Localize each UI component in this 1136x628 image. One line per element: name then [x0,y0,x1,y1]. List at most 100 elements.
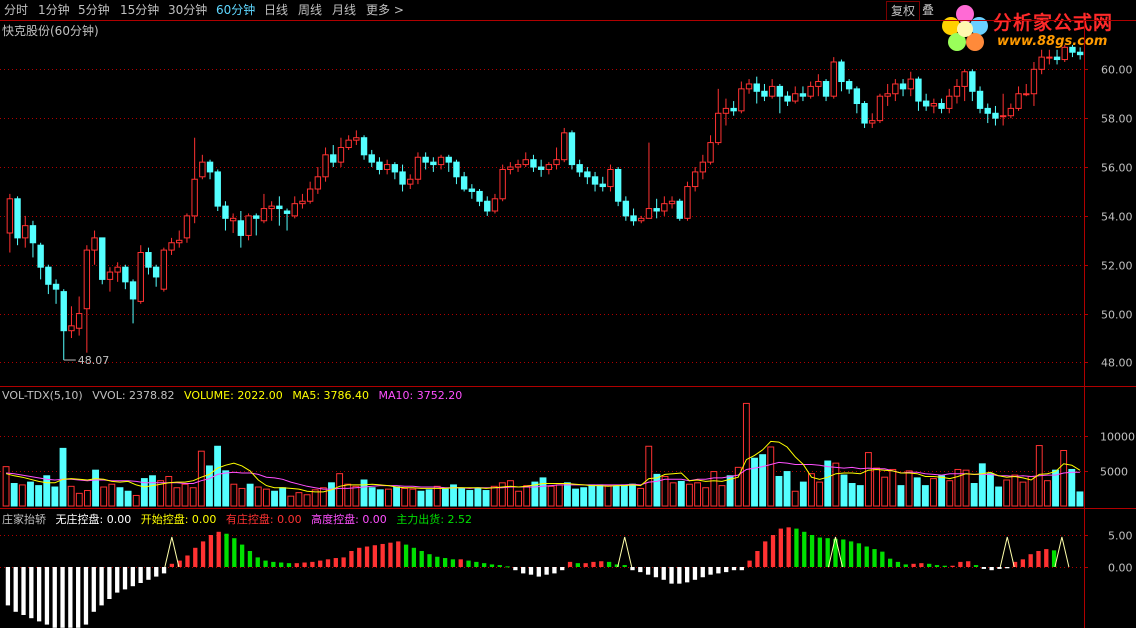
indicator-bar [154,567,159,577]
candle-body [984,107,991,114]
candle-body [6,198,14,234]
volume-bar [303,494,311,507]
candle-body [22,225,29,239]
candle-body [607,168,614,188]
period-tab[interactable]: 分时 [4,3,29,17]
indicator-bar [169,563,175,567]
volume-bar [588,484,596,507]
signal-peak-line [617,536,633,568]
candle-body [299,200,306,205]
period-tab[interactable]: 15分钟 [120,3,160,17]
indicator-bar [848,541,854,567]
indicator-bar [185,555,190,567]
indicator-bar [419,551,424,567]
candle-body [969,71,976,92]
period-tab[interactable]: 更多 > [366,3,404,17]
candle-body [75,313,83,329]
volume-legend: VOL-TDX(5,10) VVOL: 2378.82 VOLUME: 2022… [2,389,468,402]
volume-bar [417,490,425,507]
indicator-bar [989,567,994,571]
candle-body [1030,68,1038,95]
volume-bar [759,454,767,507]
overlay-button[interactable]: 叠 [922,3,935,17]
volume-bar [881,476,889,507]
candle-body [152,266,160,278]
candle-body [638,217,645,222]
volume-value-legend: VOLUME: 2022.00 [184,389,283,402]
period-tab[interactable]: 5分钟 [78,3,110,17]
volume-bar [246,483,254,507]
volume-bar [1003,479,1011,507]
volume-bar [889,468,897,507]
candle-body [445,156,452,163]
indicator-legend: 庄家抬轿 无庄控盘: 0.00 开始控盘: 0.00 有庄控盘: 0.00 高度… [2,511,478,527]
candle-body [907,78,914,90]
has-control-legend: 有庄控盘: 0.00 [225,513,302,526]
volume-bar [384,488,392,507]
ma5-line [5,440,1081,493]
candle-body [60,291,67,332]
candle-body [522,159,529,166]
candle-body [376,161,383,170]
volume-bar [954,468,962,507]
period-tab[interactable]: 日线 [264,3,289,17]
indicator-bar [372,545,377,567]
volume-bar [425,489,433,507]
candle-body [738,88,745,112]
candle-body [407,178,414,185]
volume-bar [897,485,905,507]
volume-bar [360,479,368,507]
volume-bar [694,482,702,507]
period-toolbar: 分时 1分钟 5分钟 15分钟 30分钟 60分钟 日线 周线 月线 更多 > [0,0,1136,20]
candle-body [283,210,291,214]
indicator-bar [794,528,799,567]
candle-body [422,156,429,163]
indicator-bar [279,562,284,567]
indicator-bar [817,537,823,567]
indicator-bar [99,567,104,606]
candle-body [229,217,237,222]
volume-bar [287,495,295,507]
volume-bar [645,445,653,507]
volume-bar [1052,469,1059,507]
candle-body [768,85,776,97]
candle-body [414,156,422,180]
indicator-bar [903,564,908,567]
candle-body [930,103,938,107]
period-tab[interactable]: 30分钟 [168,3,208,17]
indicator-bar [427,554,432,567]
distribution-legend: 主力出货: 2.52 [396,513,473,526]
volume-bar [669,482,677,507]
price-tick-label: 56.00 [1101,162,1133,175]
indicator-bar [770,535,776,567]
indicator-bar [107,567,112,599]
indicator-bar [942,565,947,567]
candle-body [430,161,437,166]
price-tick-label: 52.00 [1101,260,1133,273]
candle-body [792,93,799,102]
volume-bar [393,486,400,507]
candle-body [584,171,591,178]
period-tab[interactable]: 1分钟 [38,3,70,17]
price-tick-label: 54.00 [1101,211,1133,224]
period-tab[interactable]: 周线 [298,3,323,17]
volume-bar [840,474,848,507]
candle-body [591,176,599,185]
candle-body [561,132,568,161]
volume-bar [734,466,742,507]
volume-bar [1076,491,1084,507]
indicator-bar [60,567,65,628]
candle-body [1015,93,1022,109]
volume-bar [799,481,807,507]
volume-bar [336,473,344,507]
candle-body [884,93,891,97]
volume-bar [75,492,83,507]
volume-bar [222,470,230,507]
volume-bar [1043,480,1051,507]
period-tab[interactable]: 月线 [332,3,357,17]
indicator-bar [36,567,42,622]
low-price-label: 48.07 [78,354,110,367]
indicator-bar [700,567,705,578]
indicator-bar [177,560,182,567]
period-tab[interactable]: 60分钟 [216,3,256,17]
